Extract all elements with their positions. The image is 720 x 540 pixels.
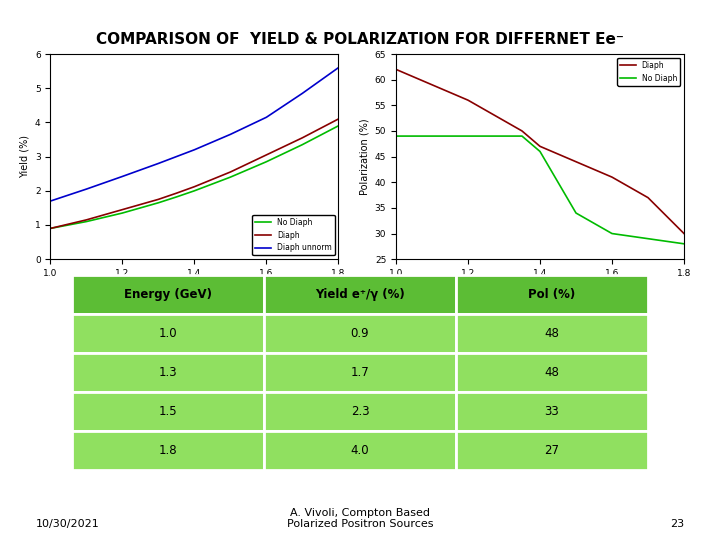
- Text: Energy (GeV): Energy (GeV): [124, 288, 212, 301]
- FancyBboxPatch shape: [264, 431, 456, 470]
- Text: Pol (%): Pol (%): [528, 288, 575, 301]
- Text: 0.9: 0.9: [351, 327, 369, 340]
- Text: 1.8: 1.8: [158, 444, 177, 457]
- FancyBboxPatch shape: [72, 353, 264, 392]
- FancyBboxPatch shape: [72, 431, 264, 470]
- Text: 48: 48: [544, 327, 559, 340]
- FancyBboxPatch shape: [456, 314, 648, 353]
- Text: 2.3: 2.3: [351, 405, 369, 418]
- Text: 1.0: 1.0: [158, 327, 177, 340]
- Text: A. Vivoli, Compton Based
Polarized Positron Sources: A. Vivoli, Compton Based Polarized Posit…: [287, 508, 433, 529]
- Text: 10/30/2021: 10/30/2021: [36, 519, 100, 529]
- Text: 4.0: 4.0: [351, 444, 369, 457]
- Text: 23: 23: [670, 519, 684, 529]
- Text: COMPARISON OF  YIELD & POLARIZATION FOR DIFFERNET Ee⁻: COMPARISON OF YIELD & POLARIZATION FOR D…: [96, 32, 624, 48]
- Text: 48: 48: [544, 366, 559, 379]
- FancyBboxPatch shape: [264, 275, 456, 314]
- FancyBboxPatch shape: [264, 392, 456, 431]
- Legend: Diaph, No Diaph: Diaph, No Diaph: [617, 58, 680, 86]
- FancyBboxPatch shape: [456, 275, 648, 314]
- Y-axis label: Yield (%): Yield (%): [19, 135, 30, 178]
- X-axis label: Energy (GeV): Energy (GeV): [162, 284, 227, 293]
- FancyBboxPatch shape: [456, 353, 648, 392]
- Y-axis label: Polarization (%): Polarization (%): [359, 118, 369, 195]
- Text: 33: 33: [544, 405, 559, 418]
- FancyBboxPatch shape: [456, 392, 648, 431]
- Text: Yield e⁺/γ (%): Yield e⁺/γ (%): [315, 288, 405, 301]
- Text: 27: 27: [544, 444, 559, 457]
- Text: 1.5: 1.5: [158, 405, 177, 418]
- FancyBboxPatch shape: [72, 275, 264, 314]
- FancyBboxPatch shape: [456, 431, 648, 470]
- FancyBboxPatch shape: [264, 353, 456, 392]
- FancyBboxPatch shape: [72, 392, 264, 431]
- Text: 1.3: 1.3: [158, 366, 177, 379]
- Legend: No Diaph, Diaph, Diaph unnorm: No Diaph, Diaph, Diaph unnorm: [252, 214, 335, 255]
- FancyBboxPatch shape: [264, 314, 456, 353]
- X-axis label: Energy (GeV): Energy (GeV): [508, 284, 572, 293]
- Text: 1.7: 1.7: [351, 366, 369, 379]
- FancyBboxPatch shape: [72, 314, 264, 353]
